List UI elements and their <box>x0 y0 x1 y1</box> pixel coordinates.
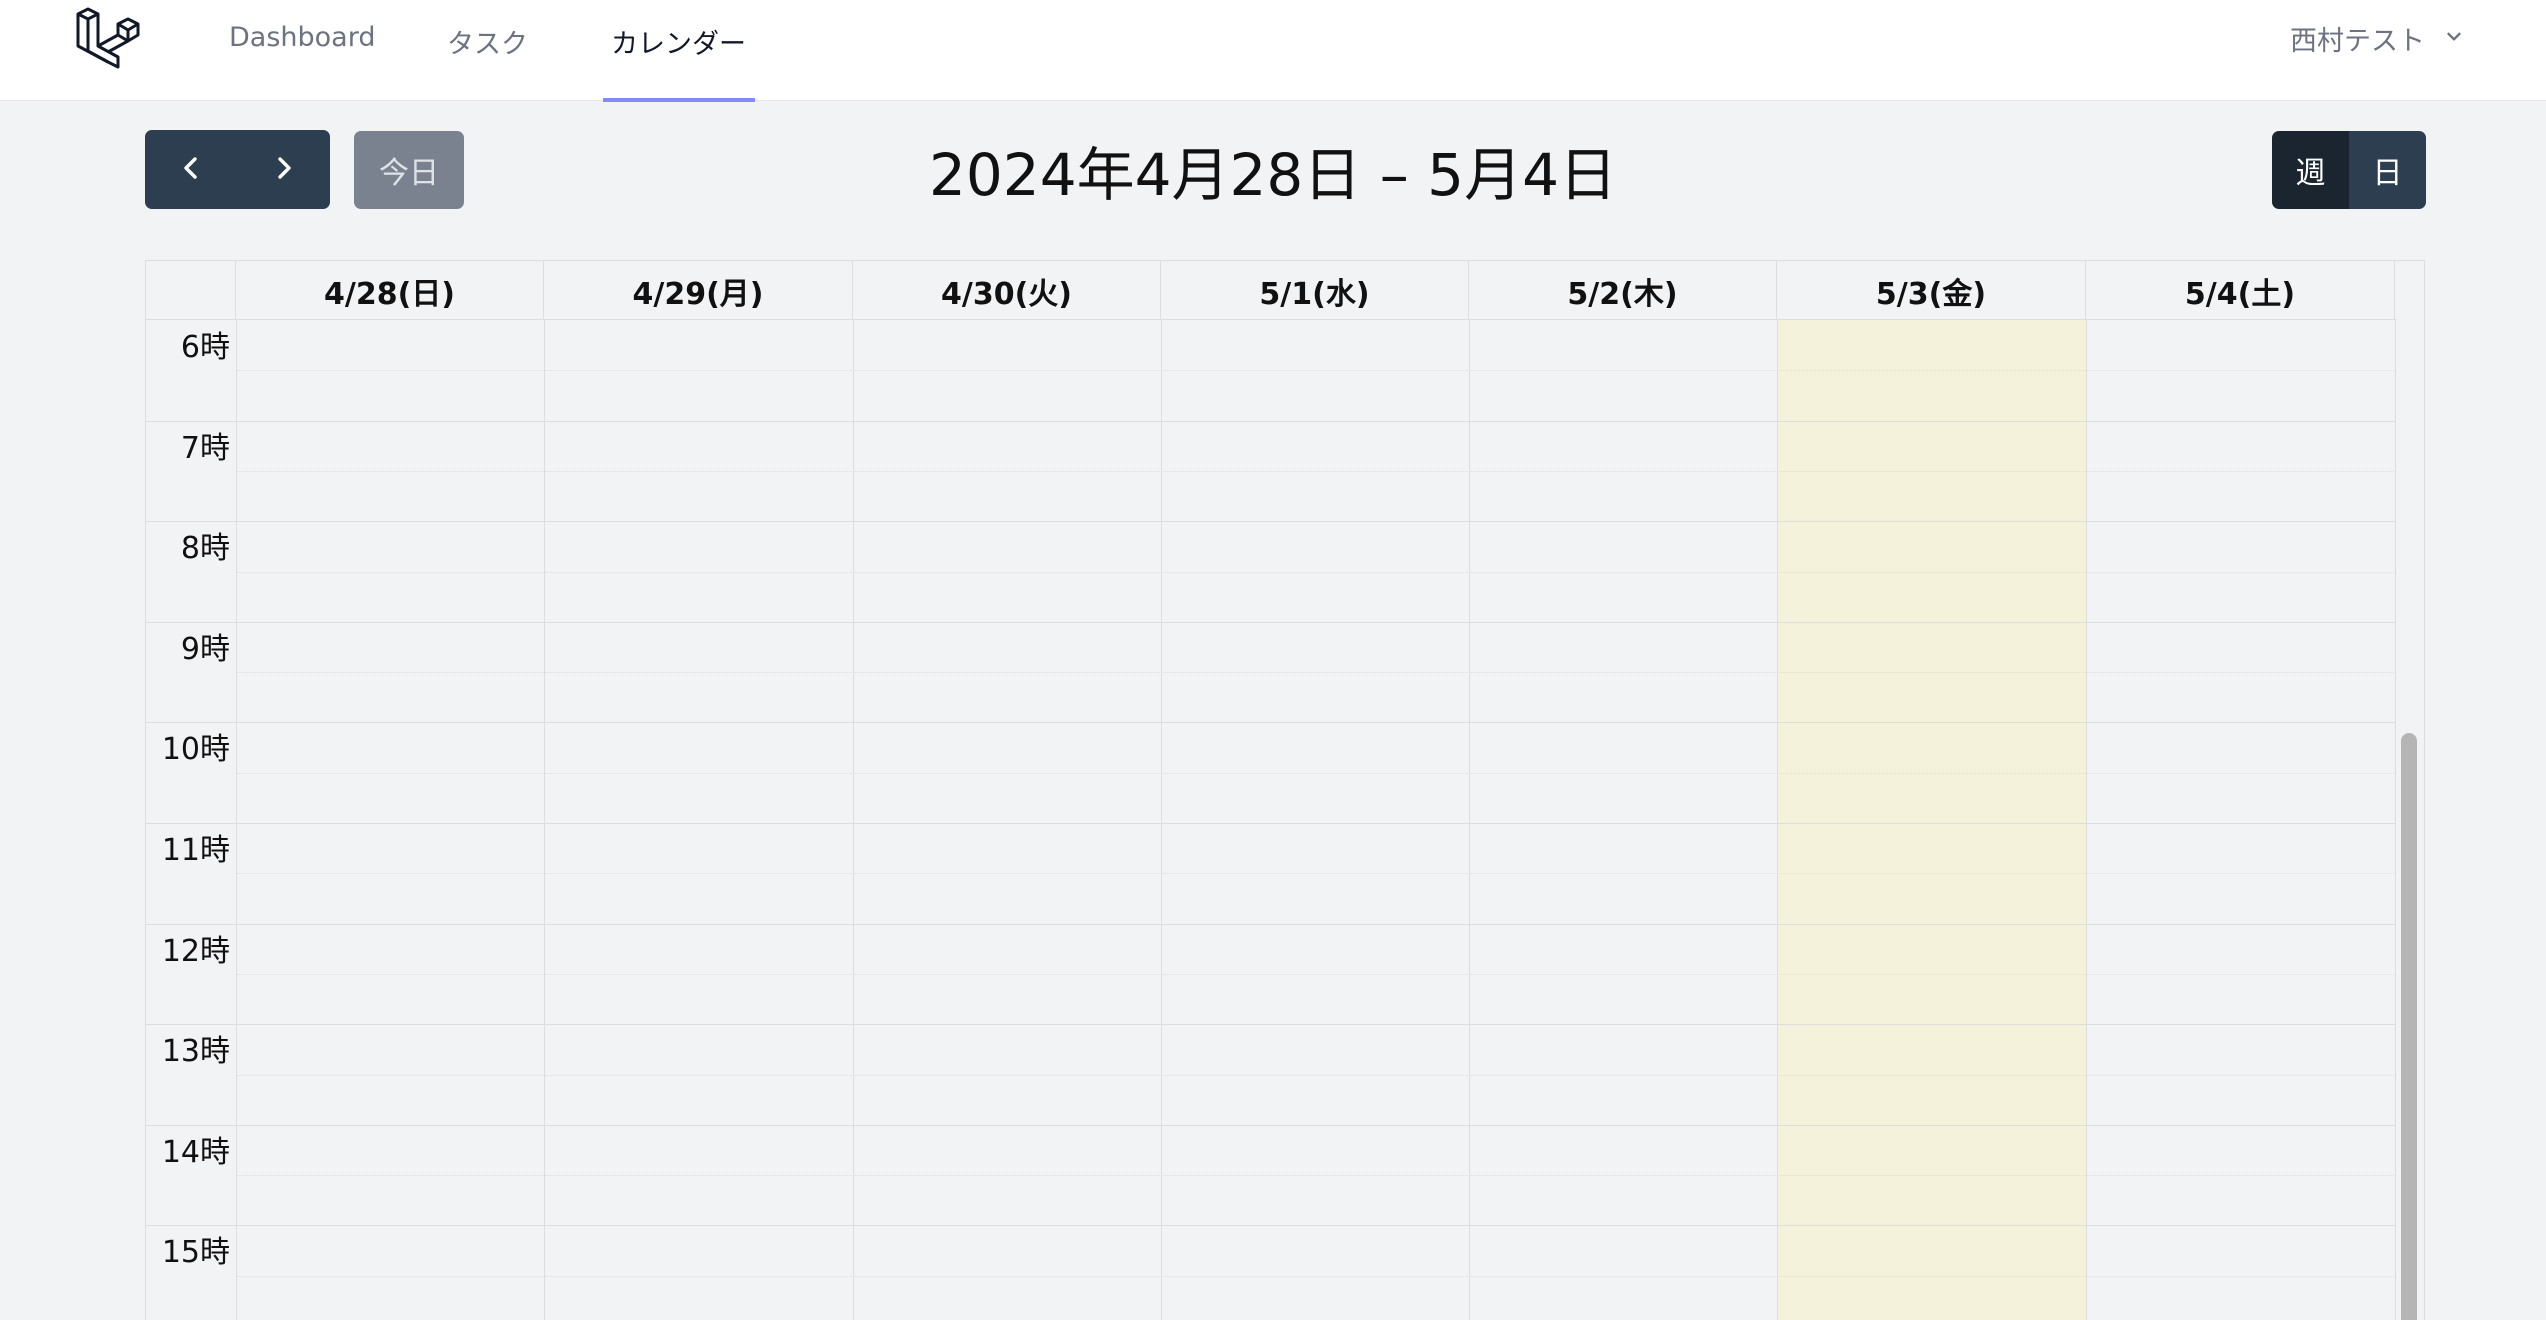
half-hour-line <box>236 1275 2396 1277</box>
prev-button[interactable] <box>145 130 238 209</box>
hour-line <box>146 621 2396 623</box>
day-column-divider <box>2086 320 2087 1320</box>
chevron-down-icon <box>2443 23 2465 54</box>
scrollbar-thumb[interactable] <box>2401 733 2417 1320</box>
hour-label: 10時 <box>161 732 230 768</box>
hour-line <box>146 1024 2396 1026</box>
hour-label: 13時 <box>161 1034 230 1070</box>
hour-label: 9時 <box>180 631 230 667</box>
hour-label: 7時 <box>180 430 230 466</box>
hour-line <box>146 521 2396 523</box>
nav-link-dashboard[interactable]: Dashboard <box>229 22 376 53</box>
day-column-divider <box>1777 320 1778 1320</box>
day-header-row: 4/28(日) 4/29(月) 4/30(火) 5/1(水) 5/2(木) 5/… <box>146 261 2396 320</box>
day-column-divider <box>853 320 854 1320</box>
half-hour-line <box>236 1175 2396 1177</box>
view-switcher: 週 日 <box>2272 131 2426 209</box>
hour-label: 8時 <box>180 531 230 567</box>
top-navigation: Dashboard タスク カレンダー 西村テスト <box>0 0 2546 102</box>
day-header[interactable]: 5/2(木) <box>1469 261 1777 320</box>
day-header[interactable]: 5/1(水) <box>1161 261 1469 320</box>
day-column-divider <box>2395 320 2396 1320</box>
day-column-divider <box>1469 320 1470 1320</box>
hour-label: 12時 <box>161 933 230 969</box>
user-name: 西村テスト <box>2290 25 2425 57</box>
time-axis-header <box>146 261 236 320</box>
nav-link-tasks[interactable]: タスク <box>447 29 528 60</box>
hour-line <box>146 1225 2396 1227</box>
today-button[interactable]: 今日 <box>354 131 464 209</box>
hour-line <box>146 923 2396 925</box>
day-column-divider <box>544 320 545 1320</box>
hour-line <box>146 1124 2396 1126</box>
day-header[interactable]: 4/29(月) <box>544 261 853 320</box>
hour-line <box>146 722 2396 724</box>
active-nav-indicator <box>603 98 755 102</box>
hour-label: 15時 <box>161 1235 230 1271</box>
week-view-button[interactable]: 週 <box>2272 131 2349 209</box>
day-header[interactable]: 5/3(金) <box>1777 261 2086 320</box>
half-hour-line <box>236 873 2396 875</box>
hour-label: 14時 <box>161 1134 230 1170</box>
next-button[interactable] <box>238 130 331 209</box>
week-calendar: 4/28(日) 4/29(月) 4/30(火) 5/1(水) 5/2(木) 5/… <box>145 260 2425 1320</box>
half-hour-line <box>236 370 2396 372</box>
user-menu[interactable]: 西村テスト <box>2290 18 2465 58</box>
day-column-divider <box>236 320 237 1320</box>
nav-link-calendar[interactable]: カレンダー <box>611 29 746 60</box>
hour-label: 11時 <box>161 833 230 868</box>
hour-line <box>146 823 2396 824</box>
day-header[interactable]: 5/4(土) <box>2086 261 2395 320</box>
chevron-right-icon <box>269 153 299 187</box>
half-hour-line <box>236 1074 2396 1076</box>
day-column-divider <box>1161 320 1162 1320</box>
time-grid[interactable]: 6時 7時 8時 9時 10時 11時 12時 13時 14時 15時 <box>146 320 2396 1320</box>
day-header[interactable]: 4/30(火) <box>853 261 1161 320</box>
hour-line <box>146 420 2396 422</box>
half-hour-line <box>236 672 2396 674</box>
day-view-button[interactable]: 日 <box>2349 131 2426 209</box>
half-hour-line <box>236 470 2396 472</box>
date-range-title: 2024年4月28日 – 5月4日 <box>929 141 1617 209</box>
today-column-highlight <box>1778 320 2086 1320</box>
hour-label: 6時 <box>180 330 230 365</box>
laravel-logo-icon[interactable] <box>74 6 140 70</box>
half-hour-line <box>236 571 2396 573</box>
day-header[interactable]: 4/28(日) <box>236 261 544 320</box>
chevron-left-icon <box>176 153 206 187</box>
half-hour-line <box>236 973 2396 975</box>
half-hour-line <box>236 772 2396 774</box>
prev-next-button-group <box>145 130 330 209</box>
